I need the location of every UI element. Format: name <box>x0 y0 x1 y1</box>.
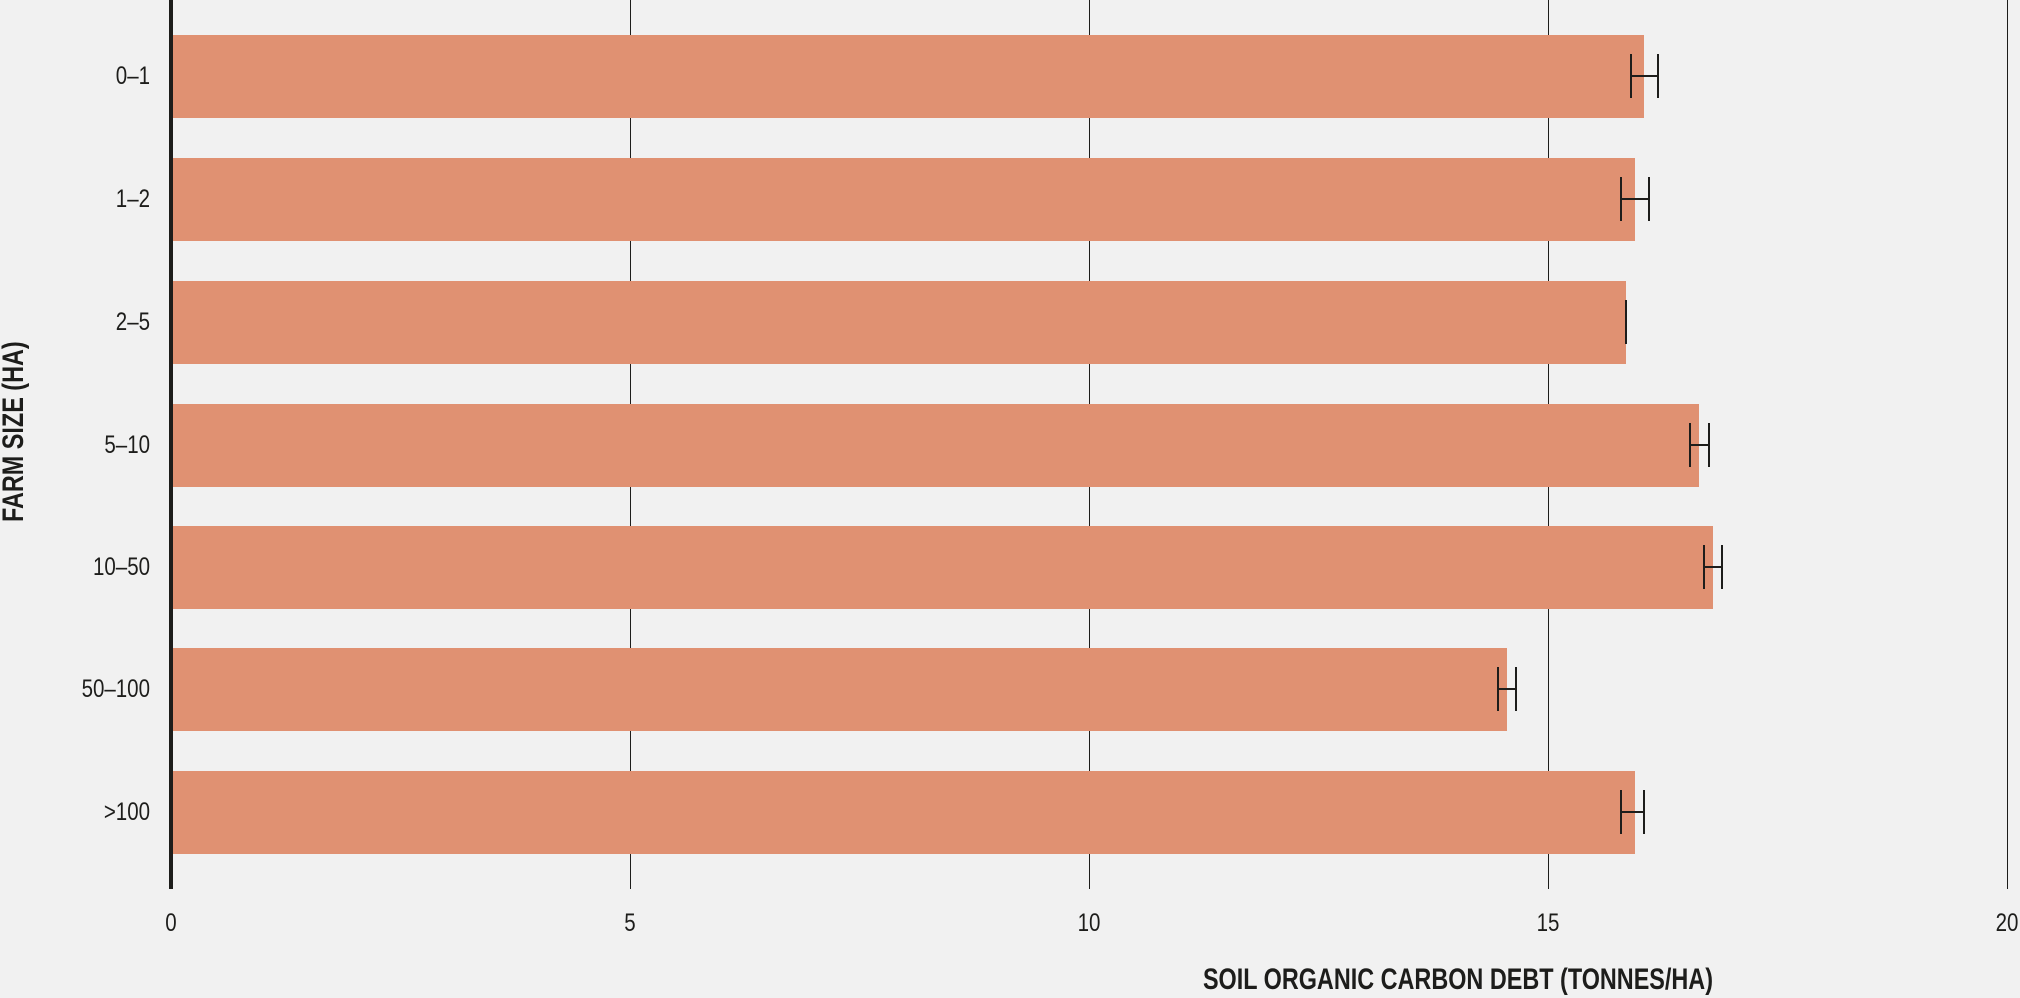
x-tick-15: 15 <box>1536 909 1560 937</box>
x-tick-10: 10 <box>1077 909 1101 937</box>
bar <box>171 281 1627 364</box>
bar <box>171 158 1636 241</box>
x-tick-5: 5 <box>624 909 636 937</box>
y-axis-line <box>169 0 173 889</box>
category-label: 5–10 <box>104 431 150 459</box>
category-label: 0–1 <box>115 62 150 90</box>
x-tick-20: 20 <box>1995 909 2019 937</box>
category-label: 1–2 <box>115 185 150 213</box>
gridline-20 <box>2007 0 2008 889</box>
bar <box>171 404 1700 487</box>
category-label: 10–50 <box>92 553 150 581</box>
x-axis-title: SOIL ORGANIC CARBON DEBT (TONNES/HA) <box>1202 963 1713 996</box>
x-tick-0: 0 <box>165 909 177 937</box>
category-label: >100 <box>103 798 150 826</box>
y-axis-title: FARM SIZE (HA) <box>0 341 30 522</box>
category-label: 2–5 <box>115 308 150 336</box>
bar <box>171 35 1645 118</box>
bar <box>171 526 1714 609</box>
bar <box>171 771 1636 854</box>
category-label: 50–100 <box>81 675 150 703</box>
bar <box>171 648 1507 731</box>
